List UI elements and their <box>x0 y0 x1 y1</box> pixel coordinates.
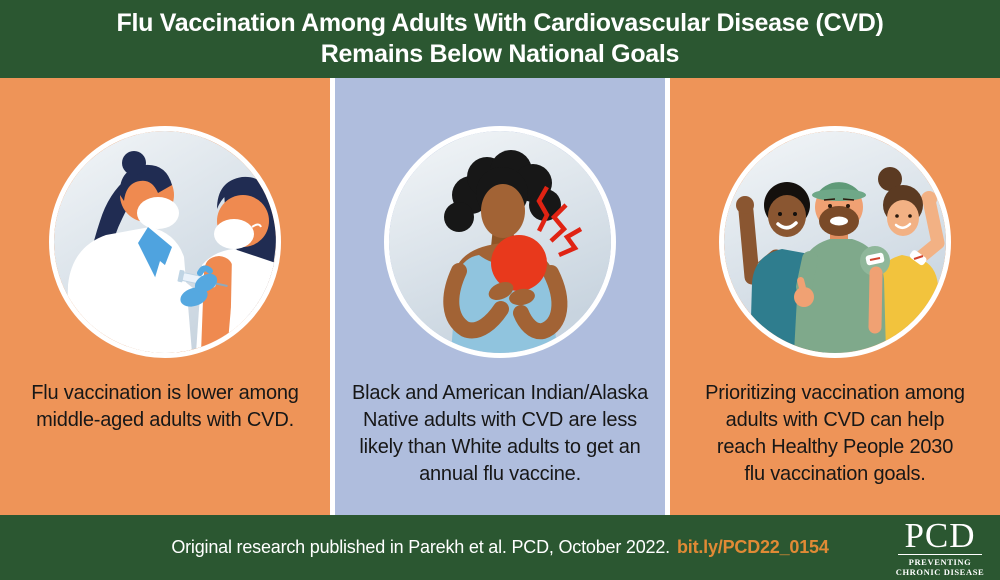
panel-middle-aged-adults: Flu vaccination is lower among middle-ag… <box>0 78 330 515</box>
panel-racial-disparities: Black and American Indian/Alaska Native … <box>335 78 665 515</box>
panel-caption: Black and American Indian/Alaska Native … <box>352 382 648 485</box>
infographic-title: Flu Vaccination Among Adults With Cardio… <box>116 9 884 68</box>
footer-banner: Original research published in Parekh et… <box>0 515 1000 580</box>
pcd-rule <box>898 553 982 555</box>
panel-healthy-people-goals: Prioritizing vaccination among adults wi… <box>670 78 1000 515</box>
heart-pain-illustration-frame <box>384 126 616 358</box>
pcd-logo: PCD PREVENTING CHRONIC DISEASE <box>894 515 986 577</box>
panels-row: Flu vaccination is lower among middle-ag… <box>0 78 1000 515</box>
three-vaccinated-adults-illustration <box>724 131 946 353</box>
woman-with-heart-pain-illustration <box>389 131 611 353</box>
citation-link[interactable]: bit.ly/PCD22_0154 <box>676 537 829 557</box>
citation: Original research published in Parekh et… <box>171 537 829 558</box>
panel-caption: Flu vaccination is lower among middle-ag… <box>31 382 299 431</box>
panel-caption: Prioritizing vaccination among adults wi… <box>705 382 965 485</box>
header-banner: Flu Vaccination Among Adults With Cardio… <box>0 0 1000 78</box>
citation-text: Original research published in Parekh et… <box>171 537 670 557</box>
pcd-tagline-line1: PREVENTING <box>908 556 972 567</box>
pcd-acronym: PCD <box>904 515 976 555</box>
vaccination-illustration-frame <box>49 126 281 358</box>
vaccinated-adults-illustration-frame <box>719 126 951 358</box>
nurse-vaccinating-patient-illustration <box>54 131 276 353</box>
pcd-tagline-line2: CHRONIC DISEASE <box>895 566 985 577</box>
